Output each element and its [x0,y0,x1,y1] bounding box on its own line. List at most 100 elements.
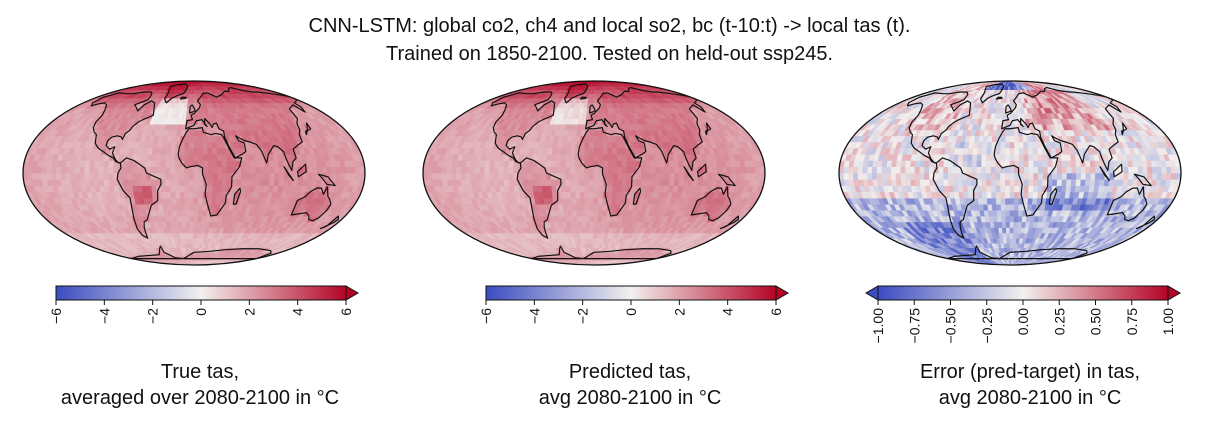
grid-cell [186,112,191,119]
grid-cell [561,191,567,199]
grid-cell [203,166,209,174]
grid-cell [181,215,187,223]
grid-cell [645,160,652,167]
grid-cell [166,197,172,205]
grid-cell [207,141,213,149]
grid-cell [321,166,328,174]
grid-cell [340,166,347,174]
grid-cell [190,232,195,239]
grid-cell [636,172,642,180]
grid-cell [117,172,124,180]
grid-cell [221,185,228,193]
grid-cell [570,153,576,161]
grid-cell [359,172,365,180]
grid-cell [175,191,181,199]
grid-cell [151,160,157,167]
grid-cell [202,209,208,217]
grid-cell [555,160,562,167]
grid-cell [179,191,186,199]
grid-cell [264,166,271,174]
grid-cell [181,118,187,125]
grid-cell [560,185,567,193]
grid-cell [112,166,119,174]
grid-cell [561,147,567,155]
grid-cell [598,141,604,149]
grid-cell [460,172,467,180]
grid-cell [193,185,200,193]
grid-cell [169,166,176,174]
grid-cell [726,166,733,174]
grid-cell [179,172,185,180]
grid-cell [221,160,228,167]
grid-cell [593,227,599,234]
grid-cell [160,185,167,193]
grid-cell [189,147,195,155]
grid-cell [678,166,685,174]
grid-cell [546,153,553,161]
grid-cell [612,153,618,161]
grid-cell [532,179,538,186]
grid-cell [193,203,199,211]
grid-cell [598,203,604,211]
grid-cell [621,185,628,193]
grid-cell [584,191,590,199]
grid-cell [586,232,591,239]
grid-cell [536,179,543,186]
grid-cell [598,153,604,161]
grid-cell [588,185,595,193]
grid-cell [221,153,228,161]
grid-cell [226,166,233,174]
grid-cell [607,185,614,193]
grid-cell [190,247,195,253]
grid-cell [750,166,756,174]
grid-cell [612,172,619,180]
grid-cell [191,89,195,94]
grid-cell [745,166,752,174]
grid-cell [74,166,81,174]
grid-cell [565,191,572,199]
grid-cell [556,153,562,161]
grid-cell [621,160,628,167]
grid-cell [131,166,138,174]
grid-cell [268,179,275,186]
grid-cell [122,160,129,167]
grid-cell [89,172,95,180]
grid-cell [607,179,614,186]
grid-cell [55,172,62,180]
grid-cell [668,179,675,186]
grid-cell [588,153,595,161]
grid-cell [176,209,182,217]
grid-cell [470,172,476,180]
grid-cell [151,153,158,161]
grid-cell [170,147,177,155]
grid-cell [250,160,256,167]
grid-cell [659,179,666,186]
grid-cell [598,135,604,143]
grid-cell [255,166,261,174]
grid-cell [640,160,647,167]
grid-cell [669,172,676,180]
grid-cell [593,232,598,239]
grid-cell [184,141,190,149]
grid-cell [326,166,333,174]
grid-cell [556,147,563,155]
map-predicted-tas [422,80,766,266]
grid-cell [588,166,595,174]
grid-cell [631,160,637,167]
grid-cell [579,166,585,174]
grid-cell [531,172,538,180]
grid-cell [189,129,195,137]
grid-cell [179,153,186,161]
grid-cell [165,160,171,167]
grid-cell [570,141,577,149]
grid-cell [254,160,261,167]
grid-cell [179,179,185,186]
grid-cell [622,166,628,174]
grid-cell [551,153,558,161]
grid-cell [188,172,195,180]
grid-cell [171,135,177,143]
grid-cell [198,179,204,186]
grid-cell [188,153,195,161]
grid-cell [211,191,218,199]
grid-cell [565,179,571,186]
